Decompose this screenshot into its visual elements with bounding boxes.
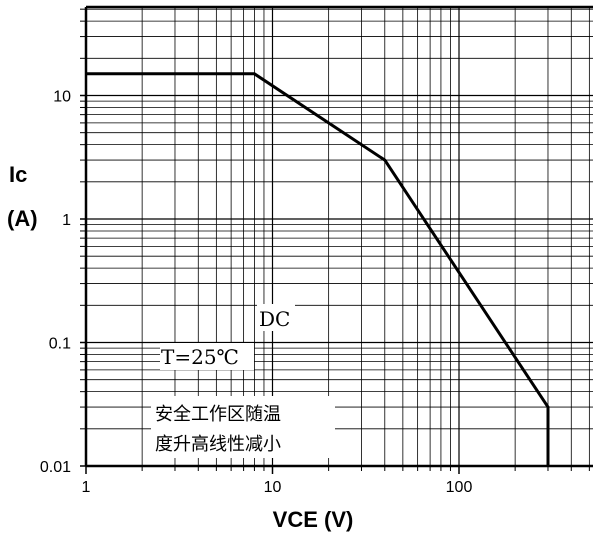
x-axis-title: VCE (V) bbox=[273, 507, 354, 532]
x-tick-label: 10 bbox=[264, 479, 282, 496]
temperature-label: T=25℃ bbox=[161, 345, 239, 369]
dc-label: DC bbox=[259, 307, 290, 331]
grid-lines bbox=[86, 7, 593, 466]
plot-background bbox=[86, 7, 593, 466]
y-axis-title-line1: Ic bbox=[9, 162, 27, 187]
temperature-label-bg bbox=[160, 343, 254, 370]
dc-label-bg bbox=[257, 304, 295, 331]
note-line2: 度升高线性减小 bbox=[155, 434, 281, 455]
plot-frame bbox=[84, 5, 593, 468]
y-tick-label: 0.01 bbox=[40, 459, 71, 476]
y-axis-title-line2: (A) bbox=[7, 206, 38, 231]
series-group bbox=[86, 72, 550, 466]
x-tick-label: 100 bbox=[446, 479, 473, 496]
note-bg bbox=[151, 396, 335, 458]
y-tick-label: 10 bbox=[53, 89, 71, 106]
y-tick-label: 1 bbox=[62, 212, 71, 229]
y-tick-label: 0.1 bbox=[49, 336, 71, 353]
x-tick-label: 1 bbox=[82, 479, 91, 496]
soa-curve bbox=[86, 72, 550, 466]
note-line1: 安全工作区随温 bbox=[155, 404, 281, 425]
